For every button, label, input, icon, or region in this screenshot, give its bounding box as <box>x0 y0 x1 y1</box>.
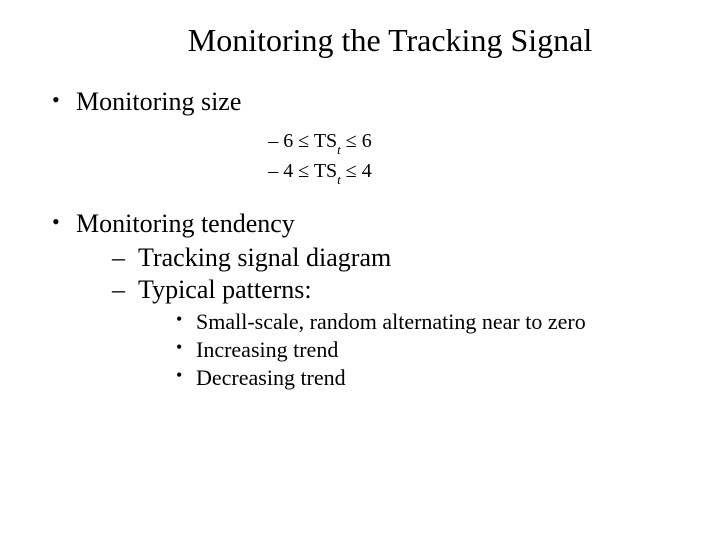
bullet-monitoring-tendency: Monitoring tendency Tracking signal diag… <box>48 209 680 391</box>
pattern-3-text: Decreasing trend <box>196 365 346 390</box>
f1-right: 6 <box>362 130 372 152</box>
le-icon: ≤ <box>346 130 357 152</box>
f1-ts: TS <box>314 130 337 152</box>
le-icon: ≤ <box>298 160 309 182</box>
f2-right: 4 <box>362 160 372 182</box>
le-icon: ≤ <box>346 160 357 182</box>
sub-diagram-text: Tracking signal diagram <box>138 243 391 272</box>
f2-sub: t <box>337 172 341 187</box>
bullet-list: Monitoring size <box>40 87 680 117</box>
formula-line-1: – 6 ≤ TSt ≤ 6 <box>40 127 600 157</box>
f2-left: – 4 <box>268 160 293 182</box>
pattern-2: Increasing trend <box>174 337 680 363</box>
bullet-monitoring-size: Monitoring size <box>48 87 680 117</box>
slide: Monitoring the Tracking Signal Monitorin… <box>0 0 720 540</box>
pattern-list: Small-scale, random alternating near to … <box>138 309 680 391</box>
le-icon: ≤ <box>298 130 309 152</box>
pattern-3: Decreasing trend <box>174 365 680 391</box>
sub-list: Tracking signal diagram Typical patterns… <box>76 243 680 391</box>
bullet-size-text: Monitoring size <box>76 87 241 116</box>
f2-ts: TS <box>314 160 337 182</box>
sub-diagram: Tracking signal diagram <box>112 243 680 273</box>
sub-patterns: Typical patterns: Small-scale, random al… <box>112 275 680 391</box>
bullet-list-2: Monitoring tendency Tracking signal diag… <box>40 209 680 391</box>
formula-block: – 6 ≤ TSt ≤ 6 – 4 ≤ TSt ≤ 4 <box>40 127 680 187</box>
formula-line-2: – 4 ≤ TSt ≤ 4 <box>40 157 600 187</box>
sub-patterns-text: Typical patterns: <box>138 275 312 304</box>
pattern-1: Small-scale, random alternating near to … <box>174 309 680 335</box>
slide-title: Monitoring the Tracking Signal <box>40 22 680 59</box>
pattern-2-text: Increasing trend <box>196 337 338 362</box>
pattern-1-text: Small-scale, random alternating near to … <box>196 309 586 334</box>
f1-sub: t <box>337 142 341 157</box>
bullet-tendency-text: Monitoring tendency <box>76 209 295 238</box>
f1-left: – 6 <box>268 130 293 152</box>
